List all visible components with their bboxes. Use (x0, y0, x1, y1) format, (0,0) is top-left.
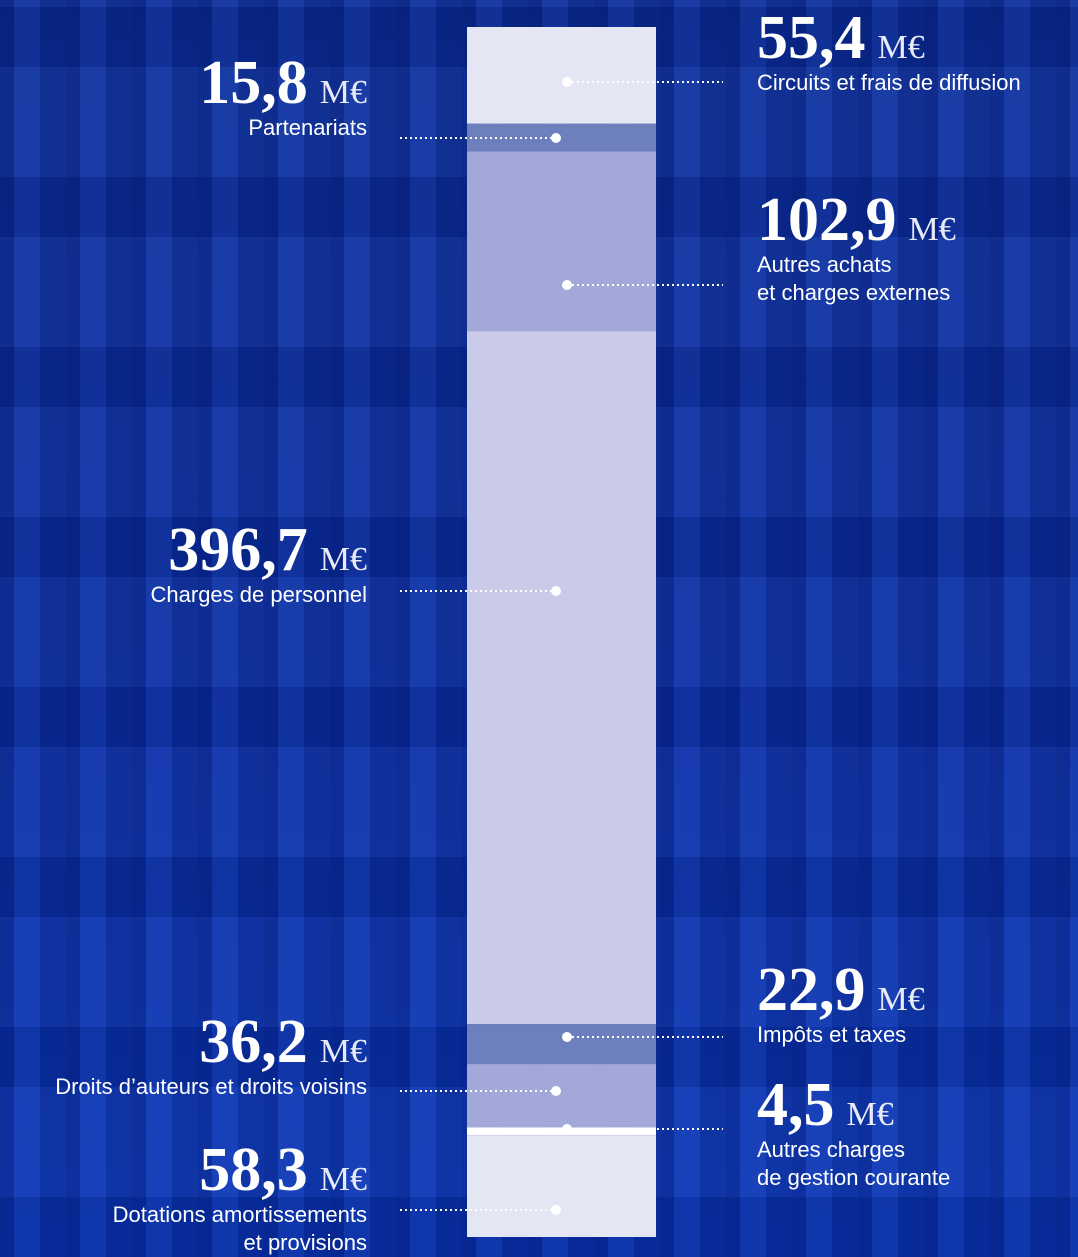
segment-label: Autres achats (757, 252, 892, 277)
segment-label: Dotations amortissements (113, 1202, 367, 1227)
segment-label: de gestion courante (757, 1165, 950, 1190)
bar-segment (467, 27, 656, 124)
bar-segment (467, 151, 656, 332)
value-unit: M€ (320, 1033, 367, 1070)
value-unit: M€ (320, 74, 367, 111)
value-label: 22,9 M€ (757, 956, 925, 1024)
value-unit: M€ (878, 981, 925, 1018)
value-number: 102,9 (757, 186, 897, 254)
value-label: 36,2 M€ (199, 1008, 367, 1076)
segment-label: Partenariats (248, 115, 367, 140)
value-unit: M€ (320, 541, 367, 578)
connector-dot (562, 1124, 572, 1134)
value-label: 396,7 M€ (168, 516, 367, 584)
connector-dot (562, 77, 572, 87)
value-label: 102,9 M€ (757, 186, 956, 254)
segment-label: Charges de personnel (151, 582, 367, 607)
value-label: 15,8 M€ (199, 49, 367, 117)
value-number: 15,8 (199, 49, 308, 117)
value-unit: M€ (878, 29, 925, 66)
value-label: 58,3 M€ (199, 1136, 367, 1204)
value-unit: M€ (847, 1096, 894, 1133)
segment-label: Droits d’auteurs et droits voisins (55, 1074, 367, 1099)
segment-label: Circuits et frais de diffusion (757, 70, 1021, 95)
value-number: 396,7 (168, 516, 308, 584)
bar-segment (467, 1127, 656, 1136)
value-number: 36,2 (199, 1008, 308, 1076)
value-unit: M€ (909, 211, 956, 248)
connector-dot (551, 133, 561, 143)
segment-label: Impôts et taxes (757, 1022, 906, 1047)
segment-label: et charges externes (757, 280, 950, 305)
value-number: 22,9 (757, 956, 866, 1024)
value-label: 55,4 M€ (757, 4, 925, 72)
bar-segment (467, 1135, 656, 1237)
segment-label: et provisions (243, 1230, 367, 1255)
segment-label: Autres charges (757, 1137, 905, 1162)
value-number: 4,5 (757, 1071, 835, 1139)
value-label: 4,5 M€ (757, 1071, 894, 1139)
bar-segment (467, 123, 656, 152)
value-number: 58,3 (199, 1136, 308, 1204)
bar-segment (467, 1064, 656, 1128)
bar-segment (467, 1024, 656, 1065)
connector-dot (551, 1205, 561, 1215)
connector-dot (562, 280, 572, 290)
bar-segment (467, 331, 656, 1025)
value-unit: M€ (320, 1161, 367, 1198)
connector-dot (562, 1032, 572, 1042)
value-number: 55,4 (757, 4, 866, 72)
connector-dot (551, 586, 561, 596)
connector-dot (551, 1086, 561, 1096)
